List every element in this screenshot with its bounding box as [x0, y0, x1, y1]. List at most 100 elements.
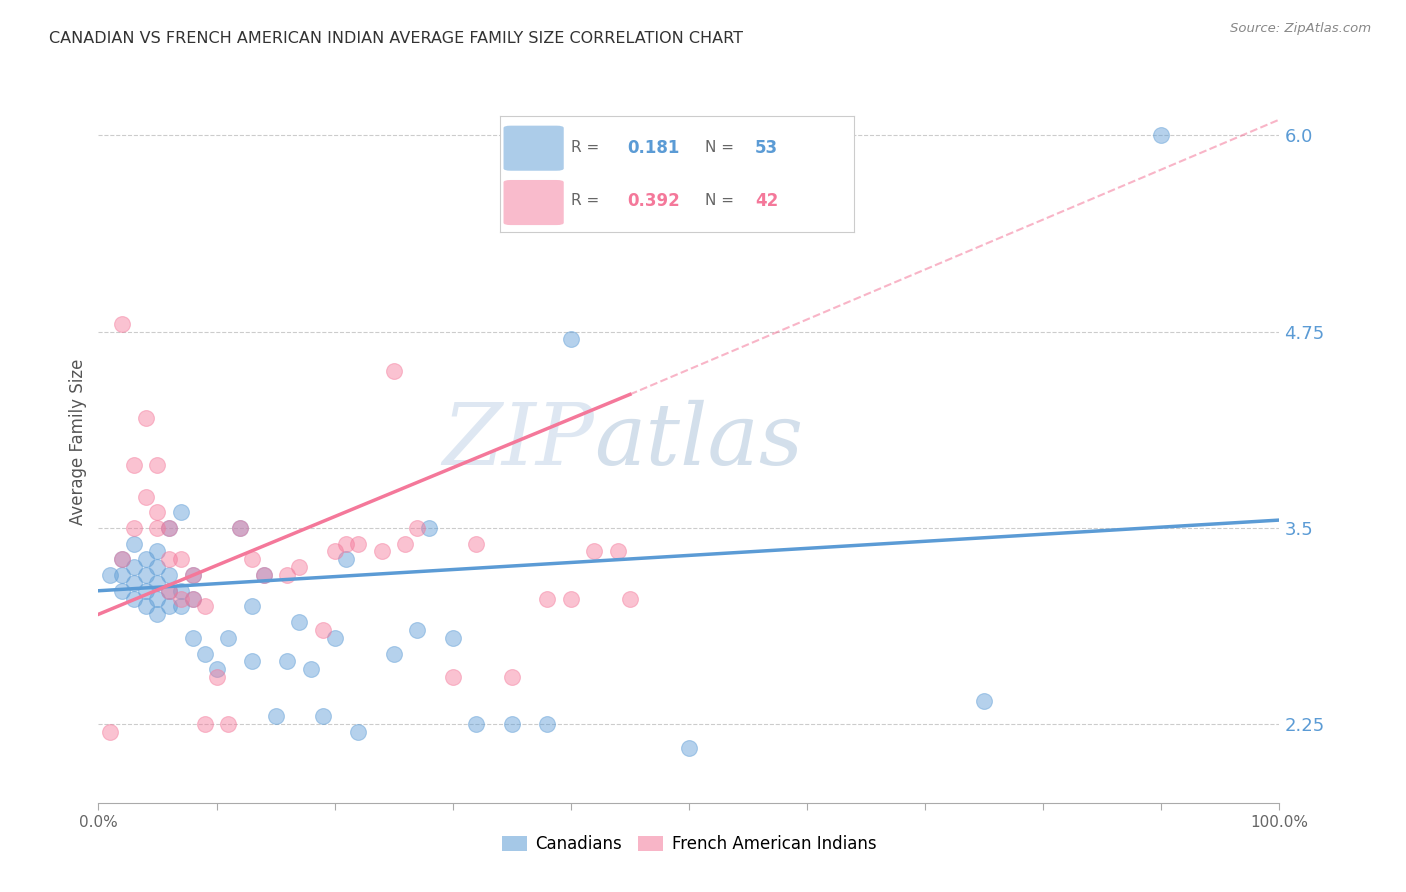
Point [122, 591, 145, 606]
Point [157, 568, 180, 582]
Point [619, 591, 641, 606]
Point [181, 591, 204, 606]
Point [253, 568, 276, 582]
Point [441, 670, 464, 684]
Point [146, 458, 169, 472]
Point [135, 599, 157, 614]
Point [536, 591, 558, 606]
Point [288, 560, 311, 574]
Point [135, 583, 157, 598]
Point [146, 607, 169, 622]
Y-axis label: Average Family Size: Average Family Size [69, 359, 87, 524]
Point [678, 740, 700, 755]
Point [264, 709, 287, 723]
Point [194, 599, 217, 614]
Point [323, 544, 346, 558]
Point [371, 544, 394, 558]
Point [1150, 128, 1173, 143]
Point [122, 560, 145, 574]
Point [146, 575, 169, 590]
Point [240, 599, 263, 614]
Point [347, 536, 370, 550]
Point [382, 647, 405, 661]
Point [135, 411, 157, 425]
Point [157, 583, 180, 598]
Point [194, 717, 217, 731]
Point [217, 717, 239, 731]
Point [111, 317, 134, 331]
Point [394, 536, 416, 550]
Point [406, 521, 429, 535]
Point [111, 568, 134, 582]
Point [347, 725, 370, 739]
Point [418, 521, 440, 535]
Point [111, 552, 134, 566]
Text: Source: ZipAtlas.com: Source: ZipAtlas.com [1230, 22, 1371, 36]
Point [205, 662, 228, 676]
Point [276, 655, 298, 669]
Point [276, 568, 298, 582]
Point [253, 568, 276, 582]
Legend: Canadians, French American Indians: Canadians, French American Indians [495, 828, 883, 860]
Point [157, 521, 180, 535]
Point [146, 591, 169, 606]
Point [501, 717, 523, 731]
Point [583, 544, 606, 558]
Point [973, 694, 995, 708]
Point [299, 662, 322, 676]
Text: CANADIAN VS FRENCH AMERICAN INDIAN AVERAGE FAMILY SIZE CORRELATION CHART: CANADIAN VS FRENCH AMERICAN INDIAN AVERA… [49, 31, 744, 46]
Point [229, 521, 252, 535]
Point [312, 709, 335, 723]
Point [560, 591, 582, 606]
Point [335, 552, 357, 566]
Point [157, 552, 180, 566]
Point [122, 536, 145, 550]
Point [146, 544, 169, 558]
Point [146, 560, 169, 574]
Point [157, 521, 180, 535]
Point [312, 623, 335, 637]
Point [170, 505, 193, 519]
Point [501, 670, 523, 684]
Point [465, 717, 488, 731]
Point [288, 615, 311, 630]
Point [170, 591, 193, 606]
Point [122, 575, 145, 590]
Point [382, 364, 405, 378]
Point [135, 490, 157, 504]
Point [170, 552, 193, 566]
Point [229, 521, 252, 535]
Point [240, 552, 263, 566]
Point [205, 670, 228, 684]
Point [98, 725, 121, 739]
Point [181, 568, 204, 582]
Text: ZIP: ZIP [443, 401, 595, 483]
Point [181, 631, 204, 645]
Text: atlas: atlas [595, 401, 804, 483]
Point [181, 591, 204, 606]
Point [170, 583, 193, 598]
Point [194, 647, 217, 661]
Point [323, 631, 346, 645]
Point [406, 623, 429, 637]
Point [240, 655, 263, 669]
Point [146, 521, 169, 535]
Point [135, 568, 157, 582]
Point [536, 717, 558, 731]
Point [111, 583, 134, 598]
Point [157, 599, 180, 614]
Point [135, 552, 157, 566]
Point [98, 568, 121, 582]
Point [465, 536, 488, 550]
Point [170, 599, 193, 614]
Point [441, 631, 464, 645]
Point [335, 536, 357, 550]
Point [607, 544, 630, 558]
Point [217, 631, 239, 645]
Point [122, 521, 145, 535]
Point [157, 583, 180, 598]
Point [122, 458, 145, 472]
Point [181, 568, 204, 582]
Point [111, 552, 134, 566]
Point [560, 333, 582, 347]
